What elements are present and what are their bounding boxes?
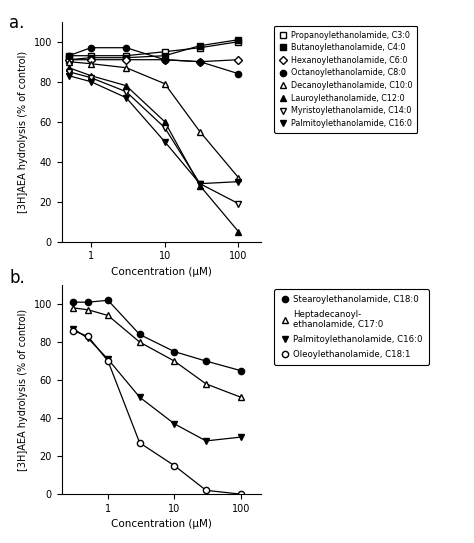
Legend: Stearoylethanolamide, C18:0, Heptadecanoyl-
ethanolamide, C17:0, Palmitoylethano: Stearoylethanolamide, C18:0, Heptadecano… xyxy=(274,289,429,365)
X-axis label: Concentration (μM): Concentration (μM) xyxy=(111,520,211,529)
Y-axis label: [3H]AEA hydrolysis (% of control): [3H]AEA hydrolysis (% of control) xyxy=(18,50,28,213)
Legend: Propanoylethanolamide, C3:0, Butanoylethanolamide, C4:0, Hexanoylethanolamide, C: Propanoylethanolamide, C3:0, Butanoyleth… xyxy=(274,26,418,133)
Text: b.: b. xyxy=(9,269,25,287)
Y-axis label: [3H]AEA hydrolysis (% of control): [3H]AEA hydrolysis (% of control) xyxy=(18,308,28,471)
Text: a.: a. xyxy=(9,14,25,31)
X-axis label: Concentration (μM): Concentration (μM) xyxy=(111,267,211,277)
